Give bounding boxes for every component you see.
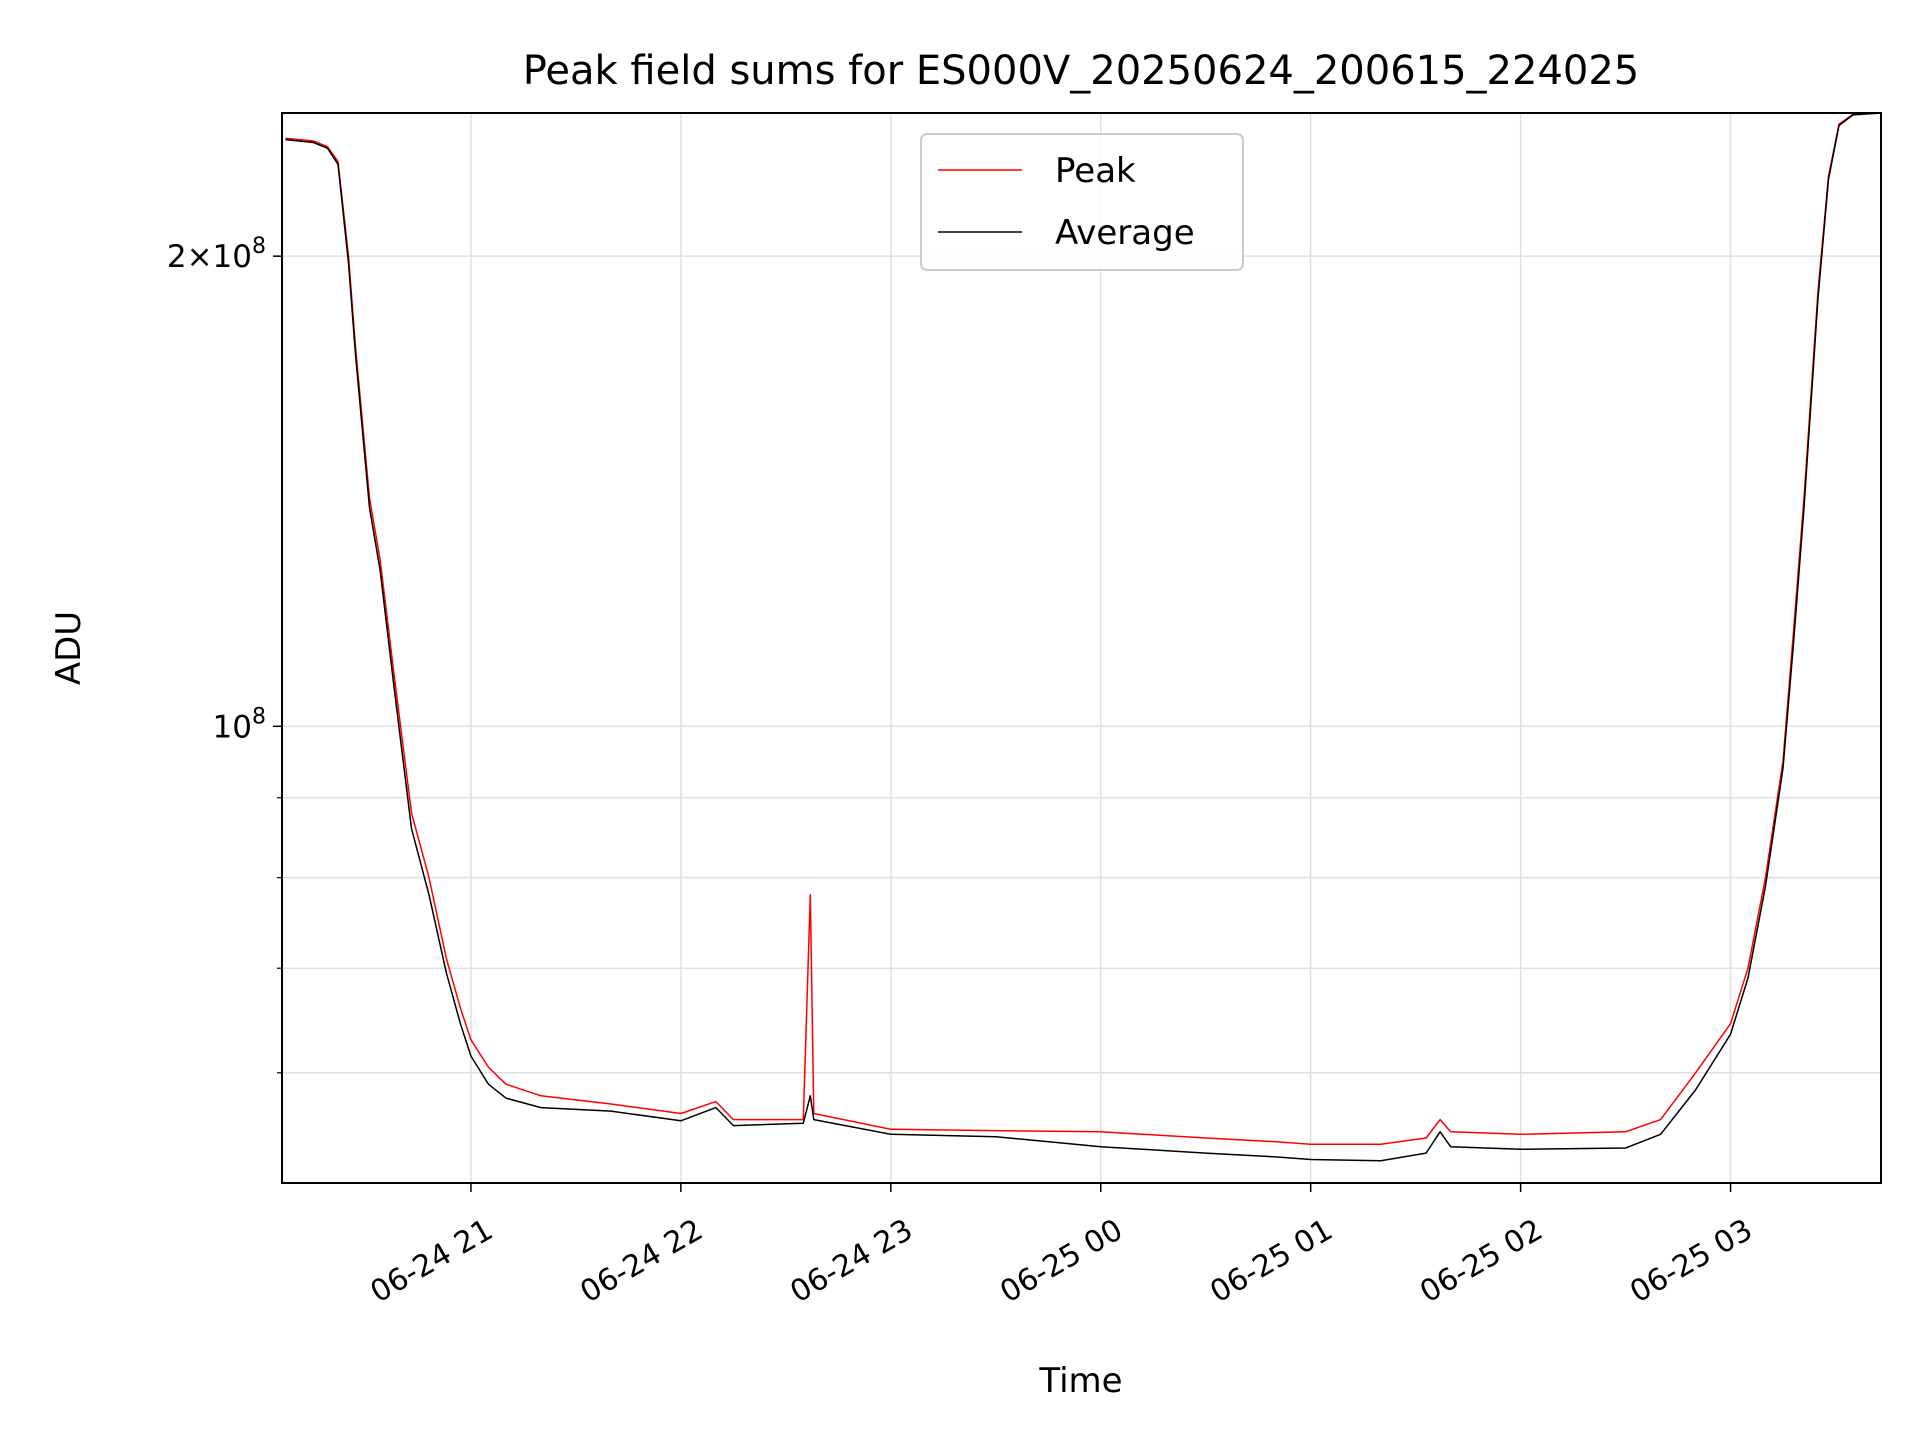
y-axis-label: ADU: [49, 611, 89, 685]
y-tick-label: 108: [213, 704, 266, 745]
plot-frame: [281, 112, 1882, 1184]
y-axis: 2×108 108: [167, 234, 282, 1074]
series-line-peak: [285, 113, 1881, 1145]
series-line-average: [285, 113, 1881, 1162]
y-tick-label: 2×108: [167, 234, 266, 275]
legend-label-average: Average: [1055, 213, 1195, 253]
series-layer: [285, 113, 1881, 1162]
grid: [282, 113, 1881, 1183]
legend-box: [920, 133, 1244, 271]
legend: Peak Average: [920, 133, 1244, 271]
legend-label-peak: Peak: [1055, 151, 1136, 191]
chart-title: Peak field sums for ES000V_20250624_2006…: [523, 48, 1640, 94]
x-axis-label: Time: [1038, 1361, 1122, 1401]
